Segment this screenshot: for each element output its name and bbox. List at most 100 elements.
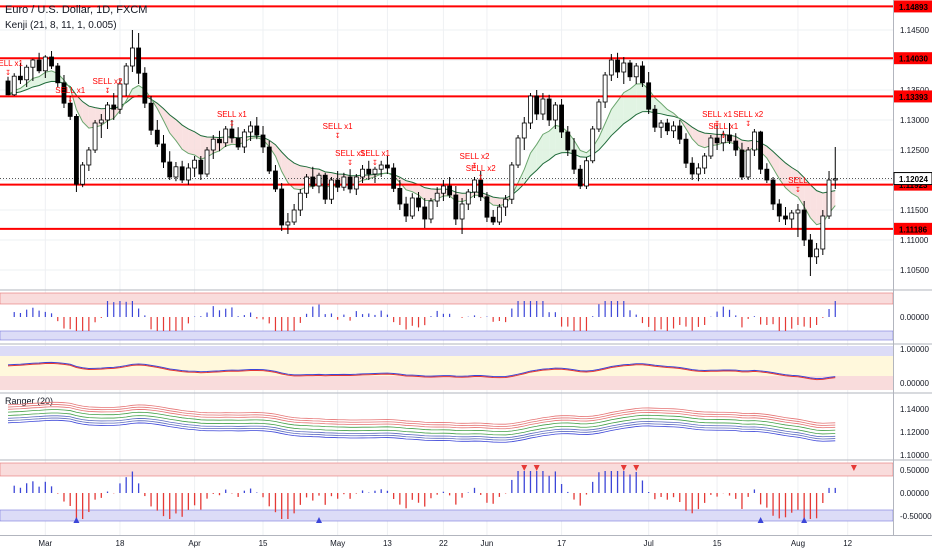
- candle-body: [185, 167, 191, 181]
- candle-body: [465, 191, 471, 205]
- candle-body: [478, 179, 484, 198]
- time-tick-label: Aug: [791, 539, 805, 548]
- candle-body: [590, 128, 596, 162]
- candle-body: [266, 146, 272, 172]
- candle-body: [254, 125, 260, 136]
- mega-sell-marker: [850, 465, 857, 471]
- candle-body: [702, 155, 708, 169]
- ma-cloud: [617, 92, 624, 130]
- sell-arrow: ↧: [720, 132, 726, 140]
- sell-label: SELL x1: [323, 122, 353, 131]
- sell-arrow: ↧: [714, 120, 720, 128]
- candle-body: [74, 116, 79, 185]
- panel-tick-label: 0.00000: [900, 379, 929, 388]
- candle-body: [335, 179, 341, 188]
- candle-body: [727, 134, 732, 142]
- candle-body: [24, 66, 30, 81]
- ma-cloud: [611, 101, 618, 136]
- candle-body: [739, 149, 745, 178]
- candle-body: [758, 131, 764, 170]
- candle-body: [217, 138, 222, 144]
- indicator-label: Kenji (21, 8, 11, 1, 0.005): [5, 20, 117, 31]
- candle-body: [708, 137, 714, 157]
- time-tick-label: May: [330, 539, 345, 548]
- ma-cloud: [779, 157, 786, 188]
- sell-arrow: ↧: [478, 174, 484, 182]
- candle-body: [621, 62, 627, 73]
- candle-body: [720, 134, 726, 144]
- ma-cloud: [549, 125, 556, 160]
- ranger-line: [7, 412, 836, 436]
- tdi-upper-band: [0, 346, 893, 356]
- candle-body: [92, 122, 98, 151]
- candle-body: [540, 98, 546, 115]
- mega-buy-marker: [316, 517, 322, 523]
- time-tick-label: Jul: [644, 539, 654, 548]
- ma-cloud: [169, 114, 176, 141]
- mega-upper-band: [0, 462, 894, 477]
- panel-tick-label: 1.00000: [900, 345, 929, 354]
- candle-body: [814, 248, 819, 258]
- ma-cloud: [82, 101, 89, 129]
- candle-body: [416, 197, 421, 208]
- candle-body: [752, 131, 757, 151]
- panel-tick-label: 0.50000: [900, 466, 929, 475]
- candle-body: [552, 104, 558, 121]
- candle-body: [509, 164, 515, 200]
- ma-cloud: [294, 163, 301, 190]
- candle-body: [565, 131, 571, 151]
- candle-body: [111, 104, 117, 110]
- candle-body: [161, 143, 166, 163]
- candle-body: [664, 122, 670, 132]
- candle-body: [584, 160, 589, 187]
- mega-sell-marker: [533, 465, 540, 471]
- candle-body: [42, 56, 48, 72]
- candle-body: [783, 215, 788, 220]
- candle-body: [484, 196, 490, 218]
- ma-cloud: [741, 140, 749, 152]
- candle-body: [409, 197, 415, 217]
- candle-body: [248, 125, 253, 133]
- candle-body: [453, 194, 459, 220]
- ranger-line: [7, 415, 836, 439]
- sell-label: SELL x1: [360, 149, 390, 158]
- sell-label: SELL x1: [217, 110, 247, 119]
- sell-arrow: ↧: [347, 159, 353, 167]
- candle-body: [229, 128, 235, 139]
- ma-cloud: [804, 177, 811, 218]
- candle-body: [117, 83, 123, 110]
- candle-body: [385, 164, 390, 169]
- ma-cloud: [542, 131, 550, 164]
- panel-tick-label: 0.00000: [900, 313, 929, 322]
- candle-body: [210, 138, 216, 151]
- ma-cloud: [630, 83, 637, 120]
- tdi-line-blue: [7, 361, 836, 380]
- ma-cloud: [281, 151, 288, 183]
- candle-body: [422, 206, 428, 220]
- level-tag: [894, 222, 932, 235]
- ma-cloud: [555, 125, 562, 155]
- ma-cloud: [667, 109, 674, 117]
- ma-cloud: [163, 108, 170, 134]
- candle-body: [391, 167, 397, 189]
- time-tick-label: 15: [259, 539, 268, 548]
- ma-cloud: [661, 103, 668, 116]
- candle-body: [322, 174, 328, 200]
- sell-label: SELL x2: [93, 77, 123, 86]
- mega-sell-marker: [633, 465, 640, 471]
- price-tick-label: 1.14500: [900, 26, 929, 35]
- time-tick-label: 12: [843, 539, 852, 548]
- level-tag: [894, 52, 932, 65]
- candle-body: [167, 161, 173, 178]
- time-tick-label: 22: [439, 539, 448, 548]
- candle-body: [136, 47, 142, 74]
- candle-body: [503, 198, 509, 208]
- time-tick-label: 17: [557, 539, 566, 548]
- candle-body: [490, 216, 496, 223]
- sell-arrow: ↧: [229, 120, 235, 128]
- ma-cloud: [797, 171, 805, 207]
- sell-arrow: ↧: [745, 120, 751, 128]
- candle-body: [329, 179, 334, 200]
- price-tick-label: 1.12500: [900, 146, 929, 155]
- candle-body: [291, 209, 297, 223]
